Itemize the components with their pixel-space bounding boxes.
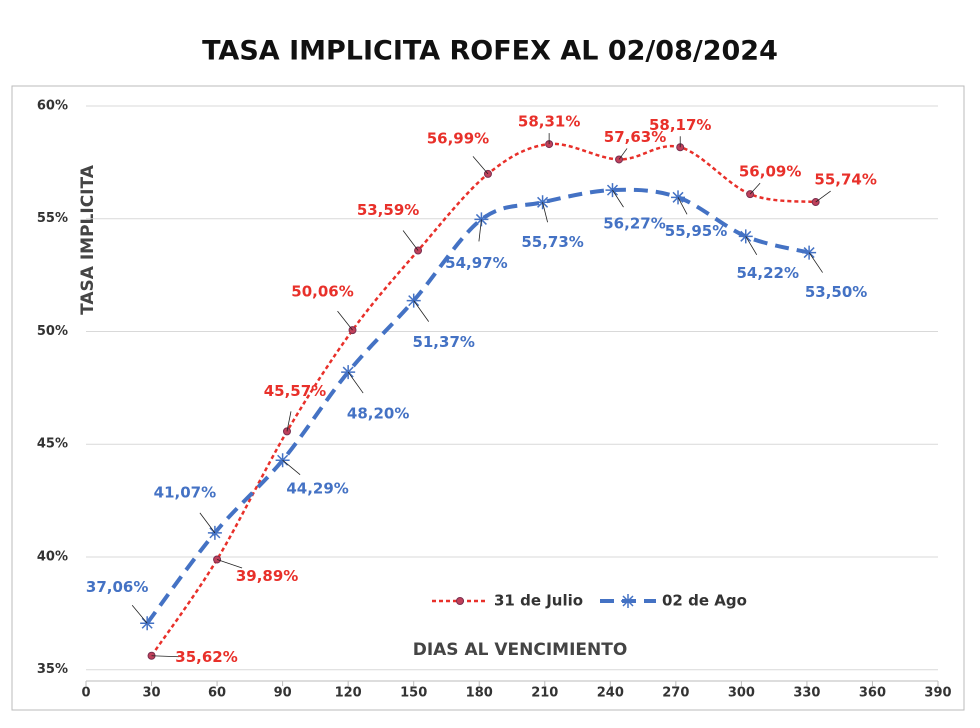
- y-tick-label: 45%: [37, 437, 68, 452]
- chart-title: TASA IMPLICITA ROFEX AL 02/08/2024: [202, 36, 778, 67]
- data-label: 48,20%: [347, 405, 409, 423]
- x-tick-label: 210: [531, 686, 558, 701]
- leader-line: [286, 411, 292, 432]
- legend-label: 02 de Ago: [662, 592, 747, 610]
- point: [605, 183, 620, 198]
- y-axis-title: TASA IMPLICITA: [78, 164, 98, 315]
- data-label: 50,06%: [291, 283, 353, 301]
- point: [140, 616, 155, 631]
- data-label: 56,27%: [603, 215, 665, 233]
- data-label: 55,95%: [665, 222, 727, 240]
- leader-line: [216, 559, 243, 569]
- data-label: 57,63%: [604, 128, 666, 146]
- leader-line: [472, 156, 489, 175]
- data-label: 55,73%: [521, 233, 583, 251]
- point: [275, 453, 290, 468]
- x-tick-label: 360: [859, 686, 886, 701]
- point: [406, 293, 421, 308]
- leader-line: [151, 655, 180, 658]
- y-tick-label: 35%: [37, 662, 68, 677]
- point: [535, 195, 550, 210]
- x-tick-label: 270: [662, 686, 689, 701]
- leader-line: [337, 310, 353, 331]
- data-label: 56,09%: [739, 163, 801, 181]
- leader-line: [478, 219, 482, 242]
- data-label: 54,97%: [445, 254, 507, 272]
- x-tick-label: 330: [793, 686, 820, 701]
- data-label: 51,37%: [412, 333, 474, 351]
- y-tick-label: 55%: [37, 211, 68, 226]
- series-line: [145, 187, 810, 625]
- y-tick-label: 40%: [37, 549, 68, 564]
- leader-line: [745, 236, 758, 256]
- x-tick-label: 150: [400, 686, 427, 701]
- x-tick-label: 90: [274, 686, 292, 701]
- legend-label: 31 de Julio: [494, 592, 583, 610]
- data-label: 56,99%: [427, 129, 489, 147]
- leader-line: [749, 182, 761, 195]
- data-label: 58,17%: [649, 116, 711, 134]
- leader-line: [347, 371, 364, 394]
- leader-line: [131, 605, 148, 624]
- x-tick-label: 120: [335, 686, 362, 701]
- series-1: 37,06% 41,07% 44,29% 48,20% 51,37% 54,97% 55,7…: [86, 183, 867, 631]
- series-0: 35,62% 39,89% 45,57% 50,06% 53,59% 56,99% 58,3…: [147, 113, 877, 666]
- data-label: 53,59%: [357, 201, 419, 219]
- x-tick-label: 30: [142, 686, 160, 701]
- data-label: 58,31%: [518, 113, 580, 131]
- leader-line: [612, 189, 624, 208]
- data-label: 53,50%: [805, 283, 867, 301]
- x-tick-label: 300: [728, 686, 755, 701]
- data-label: 37,06%: [86, 578, 148, 596]
- y-tick-label: 60%: [37, 99, 68, 114]
- leader-line: [618, 148, 628, 160]
- chart-frame: [11, 85, 965, 711]
- data-label: 45,57%: [264, 382, 326, 400]
- leader-line: [808, 252, 823, 273]
- point: [621, 594, 635, 608]
- y-tick-label: 50%: [37, 324, 68, 339]
- x-tick-label: 390: [924, 686, 951, 701]
- point: [738, 229, 753, 244]
- data-label: 39,89%: [236, 567, 298, 585]
- data-label: 41,07%: [154, 483, 216, 501]
- x-tick-label: 60: [208, 686, 226, 701]
- point: [456, 597, 464, 605]
- x-tick-label: 0: [81, 686, 90, 701]
- leader-line: [402, 230, 419, 251]
- x-tick-label: 240: [597, 686, 624, 701]
- leader-line: [815, 190, 831, 203]
- leader-line: [282, 459, 301, 476]
- x-tick-label: 180: [466, 686, 493, 701]
- data-label: 44,29%: [286, 480, 348, 498]
- leader-line: [199, 512, 216, 534]
- leader-line: [413, 300, 430, 322]
- data-label: 54,22%: [737, 264, 799, 282]
- point: [341, 365, 356, 380]
- x-axis-title: DIAS AL VENCIMIENTO: [413, 640, 628, 660]
- leader-line: [677, 197, 688, 215]
- data-label: 35,62%: [175, 648, 237, 666]
- data-label: 55,74%: [814, 171, 876, 189]
- leader-line: [542, 202, 548, 223]
